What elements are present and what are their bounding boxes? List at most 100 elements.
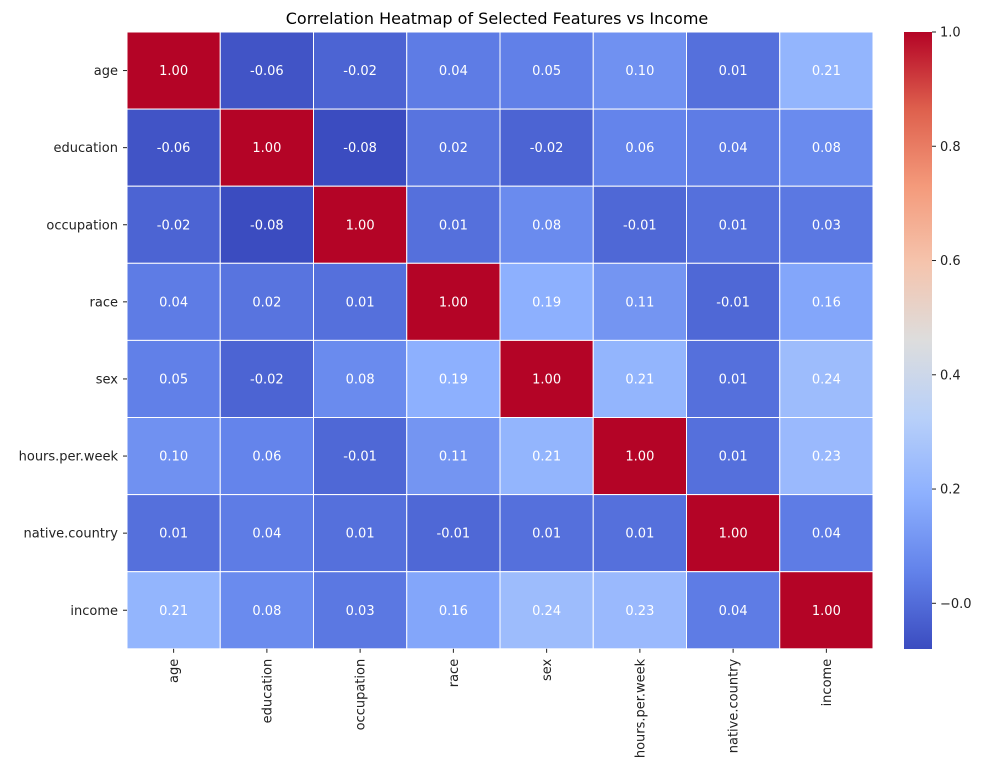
heatmap-cell xyxy=(219,494,314,573)
heatmap-cell xyxy=(592,339,687,418)
cell-value-label: 0.11 xyxy=(439,450,468,465)
cell-value-label: -0.02 xyxy=(530,141,564,156)
heatmap-cell xyxy=(406,185,501,264)
heatmap-cell xyxy=(126,31,221,110)
cell-value-label: 1.00 xyxy=(812,604,841,619)
cell-value-label: 0.08 xyxy=(252,604,281,619)
cell-value-label: 0.03 xyxy=(346,604,375,619)
heatmap-cell xyxy=(219,108,314,187)
cell-value-label: 0.23 xyxy=(812,450,841,465)
cell-value-label: 0.21 xyxy=(812,64,841,79)
heatmap-cell xyxy=(313,571,408,650)
cell-value-label: 0.08 xyxy=(532,218,561,233)
colorbar-tick-label: −0.0 xyxy=(940,597,972,612)
cell-value-label: 0.01 xyxy=(719,64,748,79)
heatmap-cell xyxy=(779,339,874,418)
cell-value-label: 1.00 xyxy=(439,295,468,310)
heatmap-cell xyxy=(499,31,594,110)
y-tick-label: native.country xyxy=(24,527,119,542)
cell-value-label: 0.01 xyxy=(159,527,188,542)
y-tick-label: age xyxy=(94,64,118,79)
cell-value-label: 1.00 xyxy=(719,527,748,542)
heatmap-cell xyxy=(406,108,501,187)
heatmap-cell xyxy=(592,494,687,573)
heatmap-cell xyxy=(779,31,874,110)
chart-title: Correlation Heatmap of Selected Features… xyxy=(286,9,709,28)
cell-value-label: 0.19 xyxy=(439,372,468,387)
cell-value-label: 0.02 xyxy=(439,141,468,156)
heatmap-cell xyxy=(686,185,781,264)
cell-value-label: 0.21 xyxy=(625,372,654,387)
colorbar-gradient xyxy=(904,32,932,649)
x-tick-label: income xyxy=(820,659,835,707)
cell-value-label: 1.00 xyxy=(346,218,375,233)
heatmap-cell xyxy=(499,108,594,187)
cell-value-label: 0.21 xyxy=(159,604,188,619)
x-axis-labels: age education occupation race sex hours.per.w… xyxy=(167,648,835,758)
heatmap-cell xyxy=(592,417,687,496)
cell-value-label: 0.04 xyxy=(252,527,281,542)
heatmap-cell xyxy=(686,417,781,496)
cell-value-label: -0.06 xyxy=(250,64,284,79)
cell-value-label: 0.04 xyxy=(719,141,748,156)
cell-value-label: 0.04 xyxy=(159,295,188,310)
heatmap-cell xyxy=(779,417,874,496)
heatmap-cell xyxy=(499,185,594,264)
heatmap-cell xyxy=(219,31,314,110)
cell-value-label: -0.01 xyxy=(716,295,750,310)
y-tick-label: race xyxy=(90,295,118,310)
y-tick-label: occupation xyxy=(46,218,118,233)
x-tick-label: occupation xyxy=(354,659,369,731)
heatmap-cell xyxy=(779,494,874,573)
cell-value-label: 0.04 xyxy=(812,527,841,542)
colorbar-tick-label: 0.2 xyxy=(940,483,961,498)
cell-value-label: 0.08 xyxy=(346,372,375,387)
y-tick-label: income xyxy=(70,604,118,619)
cell-value-label: 0.01 xyxy=(346,295,375,310)
x-tick-label: hours.per.week xyxy=(633,658,648,758)
x-tick-label: native.country xyxy=(727,658,742,753)
heatmap-cell xyxy=(499,262,594,341)
cell-value-label: 0.02 xyxy=(252,295,281,310)
heatmap-cell xyxy=(592,185,687,264)
cell-value-label: 0.10 xyxy=(159,450,188,465)
cell-value-label: 0.16 xyxy=(812,295,841,310)
y-tick-label: education xyxy=(53,141,118,156)
cell-value-label: -0.08 xyxy=(250,218,284,233)
cell-value-label: 0.04 xyxy=(439,64,468,79)
colorbar: −0.0 0.2 0.4 0.6 0.8 1.0 xyxy=(904,26,972,649)
cell-value-label: 0.04 xyxy=(719,604,748,619)
colorbar-tick-label: 0.4 xyxy=(940,368,961,383)
cell-value-label: 0.16 xyxy=(439,604,468,619)
heatmap-cell xyxy=(499,494,594,573)
cell-value-label: 0.21 xyxy=(532,450,561,465)
heatmap-cell xyxy=(126,262,221,341)
cell-value-label: 0.03 xyxy=(812,218,841,233)
y-tick-label: sex xyxy=(96,372,119,387)
colorbar-tick-label: 0.6 xyxy=(940,254,961,269)
y-tick-label: hours.per.week xyxy=(19,450,119,465)
cell-value-label: 1.00 xyxy=(532,372,561,387)
cell-value-label: -0.01 xyxy=(623,218,657,233)
colorbar-tick-label: 0.8 xyxy=(940,140,961,155)
heatmap-cell xyxy=(686,339,781,418)
heatmap-cell xyxy=(126,185,221,264)
heatmap-cell xyxy=(779,185,874,264)
colorbar-tick-label: 1.0 xyxy=(940,26,961,41)
x-tick-label: race xyxy=(447,659,462,687)
cell-value-label: -0.02 xyxy=(343,64,377,79)
heatmap-cell xyxy=(313,494,408,573)
y-axis-labels: age education occupation race sex hours.per.w… xyxy=(19,64,127,619)
cell-value-label: 1.00 xyxy=(625,450,654,465)
heatmap-cell xyxy=(313,185,408,264)
heatmap-cell xyxy=(313,417,408,496)
heatmap-cell xyxy=(592,108,687,187)
heatmap-cell xyxy=(219,185,314,264)
cell-value-label: 1.00 xyxy=(159,64,188,79)
heatmap-cell xyxy=(686,262,781,341)
cell-value-label: 0.01 xyxy=(719,218,748,233)
colorbar-ticks: −0.0 0.2 0.4 0.6 0.8 1.0 xyxy=(932,26,972,612)
cell-value-label: 0.06 xyxy=(625,141,654,156)
x-tick-label: age xyxy=(167,659,182,683)
